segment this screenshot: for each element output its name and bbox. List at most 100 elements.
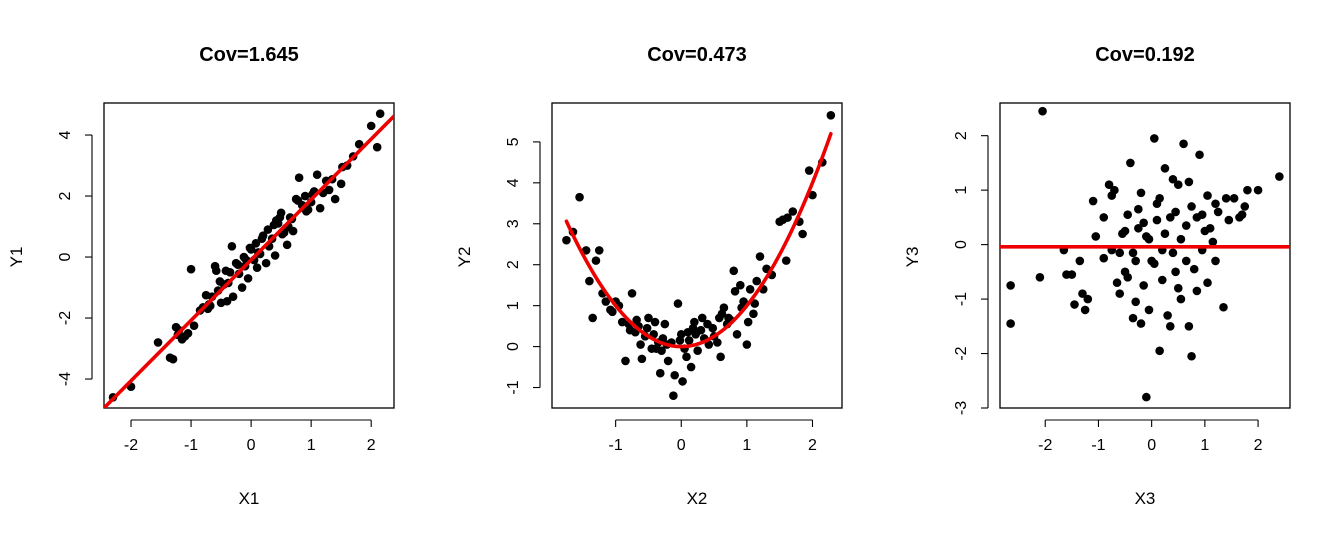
data-point bbox=[575, 192, 584, 202]
data-point bbox=[1181, 256, 1191, 266]
data-point bbox=[1221, 194, 1231, 203]
data-point bbox=[1120, 226, 1130, 236]
data-point bbox=[729, 266, 739, 276]
data-point bbox=[752, 276, 762, 286]
data-point bbox=[697, 313, 707, 323]
data-point bbox=[183, 328, 193, 338]
y-tick-label: 5 bbox=[505, 137, 522, 146]
data-point bbox=[1163, 311, 1172, 320]
data-point bbox=[354, 139, 364, 149]
y-tick-label: 0 bbox=[953, 240, 970, 249]
data-point bbox=[594, 246, 604, 255]
data-point bbox=[1157, 275, 1167, 285]
data-point bbox=[1126, 158, 1135, 168]
plot-frame bbox=[999, 102, 1291, 409]
y-tick-label: 3 bbox=[505, 219, 522, 228]
data-point bbox=[1083, 294, 1093, 304]
y-tick-label: 2 bbox=[57, 191, 74, 200]
y-axis-label: Y1 bbox=[7, 247, 26, 268]
data-point bbox=[749, 309, 758, 319]
data-point bbox=[1203, 191, 1212, 200]
data-point bbox=[1144, 305, 1154, 315]
data-point bbox=[655, 368, 665, 378]
data-point bbox=[1181, 221, 1191, 230]
data-point bbox=[1112, 278, 1122, 288]
data-point bbox=[750, 299, 760, 308]
data-point bbox=[1099, 213, 1109, 222]
data-point bbox=[1136, 319, 1146, 328]
data-point bbox=[627, 289, 637, 298]
data-point bbox=[221, 266, 231, 276]
x-axis-label: X2 bbox=[687, 489, 708, 508]
y-tick-label: -1 bbox=[953, 292, 970, 306]
data-point bbox=[1160, 229, 1170, 239]
data-point bbox=[252, 263, 262, 273]
data-point bbox=[606, 305, 615, 315]
data-point bbox=[632, 315, 641, 325]
data-point bbox=[1187, 202, 1196, 211]
data-point bbox=[1139, 218, 1148, 228]
data-point bbox=[1243, 185, 1252, 195]
data-point bbox=[617, 317, 627, 327]
data-point bbox=[1165, 322, 1175, 331]
data-point bbox=[1131, 297, 1140, 307]
data-point bbox=[1104, 180, 1114, 189]
data-point bbox=[1134, 223, 1143, 233]
data-point bbox=[1067, 270, 1077, 279]
data-point bbox=[1006, 319, 1015, 328]
data-point bbox=[1168, 174, 1178, 184]
data-point bbox=[1213, 207, 1223, 217]
data-point bbox=[245, 243, 255, 253]
data-point bbox=[601, 297, 611, 306]
data-point bbox=[742, 340, 752, 349]
data-point bbox=[1144, 234, 1154, 244]
data-point bbox=[1038, 106, 1047, 116]
data-point bbox=[1142, 392, 1151, 402]
y-tick-label: -1 bbox=[505, 380, 522, 394]
data-point bbox=[336, 179, 346, 189]
data-point bbox=[798, 229, 807, 239]
data-point bbox=[1155, 346, 1164, 356]
data-point bbox=[736, 280, 745, 290]
data-point bbox=[686, 362, 696, 372]
data-point bbox=[1128, 313, 1138, 323]
data-point bbox=[670, 370, 679, 380]
y-tick-label: 4 bbox=[505, 178, 522, 187]
data-point bbox=[1203, 278, 1212, 288]
x-tick-label: 0 bbox=[677, 437, 686, 454]
data-point bbox=[1115, 289, 1125, 298]
data-point bbox=[783, 213, 792, 222]
data-point bbox=[211, 266, 221, 276]
data-point bbox=[713, 338, 722, 347]
data-point bbox=[1006, 281, 1015, 290]
data-point bbox=[1184, 322, 1194, 331]
data-point bbox=[1131, 256, 1140, 266]
data-point bbox=[1150, 134, 1159, 143]
y-tick-label: -2 bbox=[57, 311, 74, 325]
data-point bbox=[1035, 272, 1045, 282]
panel-cov-3: Cov=0.192 X3 Y3 -2 -1 0 1 2 -3 -2 -1 0 1 2 bbox=[903, 44, 1291, 508]
data-point bbox=[1189, 264, 1199, 274]
data-point bbox=[168, 354, 178, 364]
y-tick-label: -3 bbox=[953, 401, 970, 415]
data-point bbox=[1136, 188, 1146, 198]
data-point bbox=[673, 299, 683, 308]
x-tick-label: 2 bbox=[808, 437, 817, 454]
x-tick-label: -2 bbox=[1038, 437, 1052, 454]
data-point bbox=[243, 274, 253, 283]
data-point bbox=[1179, 139, 1188, 149]
y-axis-label: Y3 bbox=[903, 247, 922, 268]
data-point bbox=[312, 170, 322, 179]
y-tick-label: 1 bbox=[505, 301, 522, 310]
data-point bbox=[294, 173, 304, 183]
data-point bbox=[315, 203, 325, 213]
x-tick-label: 1 bbox=[1200, 437, 1209, 454]
x-tick-label: -1 bbox=[1091, 437, 1105, 454]
x-tick-label: 2 bbox=[1254, 437, 1263, 454]
data-point bbox=[663, 356, 673, 366]
y-tick-label: 2 bbox=[953, 131, 970, 140]
data-point bbox=[1171, 207, 1180, 217]
data-point bbox=[688, 323, 698, 333]
data-point bbox=[233, 260, 243, 269]
data-point bbox=[186, 264, 196, 274]
